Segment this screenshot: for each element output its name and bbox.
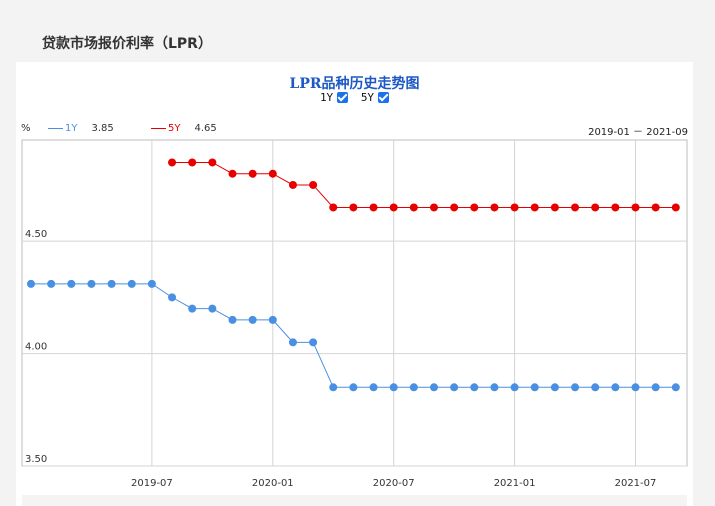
data-point-5y (430, 203, 438, 212)
x-tick-label: 2020-01 (252, 478, 294, 489)
legend-name-1y: 1Y (65, 123, 78, 134)
date-range-label: 2019-01 － 2021-09 (588, 127, 688, 138)
data-point-1y (510, 383, 519, 392)
toggle-5y-label: 5Y (360, 91, 375, 104)
data-point-5y (188, 158, 197, 167)
legend-value-5y: 4.65 (194, 123, 217, 134)
data-point-1y (208, 304, 217, 313)
data-point-1y (389, 383, 398, 392)
data-point-5y (208, 158, 217, 167)
data-point-5y (168, 158, 177, 167)
data-point-5y (571, 203, 580, 212)
toggle-1y-label: 1Y (319, 91, 334, 104)
data-point-1y (571, 383, 580, 392)
checkbox-1y[interactable] (337, 92, 349, 103)
data-point-5y (631, 203, 640, 212)
data-point-1y (329, 383, 338, 392)
data-point-1y (430, 383, 438, 392)
data-point-1y (550, 383, 559, 392)
data-point-1y (309, 338, 318, 347)
data-point-5y (470, 203, 479, 212)
legend-line-1y (48, 128, 63, 129)
data-point-1y (27, 279, 35, 288)
y-unit-label: % (21, 123, 31, 134)
data-point-1y (651, 383, 660, 392)
data-point-5y (248, 169, 257, 178)
data-point-5y (389, 203, 398, 212)
data-point-5y (329, 203, 338, 212)
data-point-1y (409, 383, 418, 392)
data-point-1y (470, 383, 479, 392)
data-point-5y (490, 203, 499, 212)
data-point-5y (591, 203, 600, 212)
data-point-1y (127, 279, 136, 288)
series-toggles: 1Y 5Y (16, 91, 693, 104)
data-point-1y (147, 279, 156, 288)
legend-value-1y: 3.85 (91, 123, 114, 134)
data-point-5y (268, 169, 277, 178)
x-tick-label: 2019-07 (131, 478, 173, 489)
data-point-1y (47, 279, 56, 288)
page-title: 贷款市场报价利率（LPR） (42, 36, 212, 52)
data-point-1y (288, 338, 297, 347)
data-point-1y (671, 383, 680, 392)
data-point-5y (450, 203, 459, 212)
data-point-5y (611, 203, 620, 212)
data-point-1y (188, 304, 197, 313)
data-point-1y (591, 383, 600, 392)
data-point-1y (369, 383, 378, 392)
x-tick-label: 2021-01 (494, 478, 536, 489)
data-point-1y (168, 293, 177, 302)
data-point-5y (530, 203, 539, 212)
legend-name-5y: 5Y (168, 123, 181, 134)
data-point-5y (510, 203, 519, 212)
plot-area (21, 139, 688, 467)
data-point-1y (268, 315, 277, 324)
x-tick-label: 2020-07 (373, 478, 415, 489)
checkbox-5y[interactable] (378, 92, 390, 103)
y-tick-label: 4.50 (25, 229, 47, 240)
data-point-1y (87, 279, 96, 288)
data-point-5y (369, 203, 378, 212)
data-point-5y (228, 169, 237, 178)
data-point-5y (288, 180, 297, 189)
data-point-1y (107, 279, 116, 288)
data-point-5y (671, 203, 680, 212)
data-point-1y (611, 383, 620, 392)
data-point-5y (349, 203, 358, 212)
chart-legend: % 1Y 3.85 5Y 4.65 (21, 123, 715, 137)
data-point-1y (67, 279, 76, 288)
footer-strip (22, 495, 687, 506)
data-point-5y (309, 180, 318, 189)
data-point-1y (228, 315, 237, 324)
legend-line-5y (151, 128, 166, 129)
y-tick-label: 3.50 (25, 454, 47, 465)
y-tick-label: 4.00 (25, 342, 47, 353)
data-point-5y (550, 203, 559, 212)
toggle-5y[interactable]: 5Y (360, 91, 390, 104)
data-point-5y (409, 203, 418, 212)
data-point-1y (530, 383, 539, 392)
legend-item-5y: 5Y 4.65 (151, 123, 217, 134)
toggle-1y[interactable]: 1Y (319, 91, 349, 104)
data-point-1y (450, 383, 459, 392)
legend-item-1y: 1Y 3.85 (48, 123, 114, 134)
data-point-1y (631, 383, 640, 392)
x-tick-label: 2021-07 (615, 478, 657, 489)
data-point-5y (651, 203, 660, 212)
series-layer (27, 158, 680, 392)
data-point-1y (490, 383, 499, 392)
grid-layer (21, 139, 688, 467)
label-layer: 3.50 4.00 4.50 2019-07 2020-01 2020-07 2021-01… (25, 229, 656, 489)
data-point-1y (248, 315, 257, 324)
chart-title: LPR品种历史走势图 (289, 76, 420, 92)
data-point-1y (349, 383, 358, 392)
